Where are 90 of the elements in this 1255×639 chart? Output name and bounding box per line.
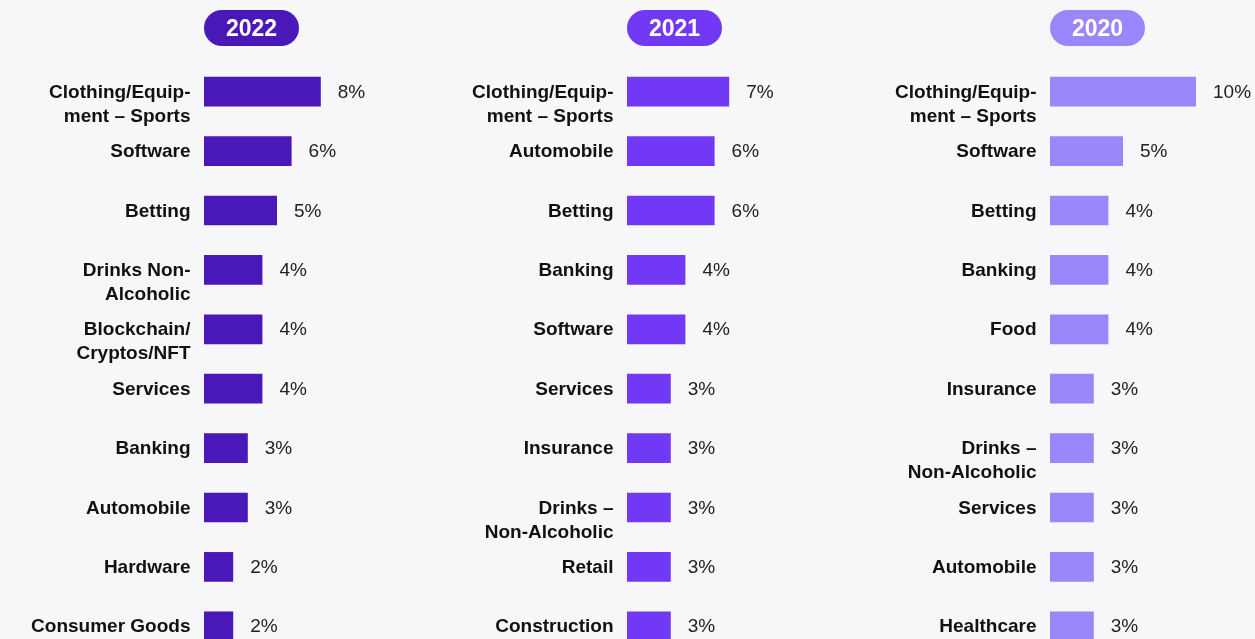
y-tick-label: Healthcare (939, 615, 1037, 637)
data-label: 3% (687, 615, 716, 637)
y-tick-label: Insurance (946, 377, 1037, 399)
y-tick-label: Drinks – Non-Alcoholic (907, 437, 1037, 483)
bar (1050, 433, 1094, 463)
y-tick-label: Insurance (523, 437, 614, 459)
bar (627, 552, 671, 582)
y-tick-label: Clothing/Equip- ment – Sports (472, 80, 614, 126)
y-tick-label: Software (533, 318, 614, 340)
bar (204, 195, 277, 226)
data-label: 3% (264, 437, 293, 459)
bar (627, 373, 671, 404)
data-label: 3% (264, 496, 293, 518)
bar (204, 373, 263, 404)
data-label: 6% (308, 140, 337, 162)
chart-title: 2022 (204, 10, 299, 46)
data-label: 3% (687, 555, 716, 577)
y-tick-label: Betting (125, 199, 191, 221)
bar (204, 255, 263, 285)
y-tick-label: Banking (961, 258, 1037, 280)
data-label: 3% (1110, 555, 1139, 577)
data-label: 3% (1110, 437, 1139, 459)
bar (1050, 76, 1196, 107)
y-tick-label: Clothing/Equip- ment – Sports (895, 80, 1037, 126)
data-label: 3% (687, 377, 716, 399)
y-tick-label: Automobile (932, 555, 1037, 577)
chart-title: 2020 (1050, 10, 1145, 46)
bar (1050, 314, 1109, 345)
y-tick-label: Blockchain/ Cryptos/NFT (76, 318, 192, 364)
data-label: 4% (702, 258, 730, 280)
data-label: 4% (279, 318, 307, 340)
bar (627, 492, 671, 523)
bar (1050, 552, 1094, 582)
y-tick-label: Automobile (86, 496, 191, 518)
bar (204, 136, 292, 166)
bar (627, 433, 671, 463)
bar (204, 314, 263, 345)
data-label: 4% (702, 318, 730, 340)
y-tick-label: Betting (548, 199, 614, 221)
bar (627, 136, 715, 166)
bar (1050, 136, 1123, 166)
y-tick-label: Automobile (509, 140, 614, 162)
bar (627, 195, 715, 226)
bar (627, 255, 686, 285)
bar (204, 492, 248, 523)
y-tick-label: Software (956, 140, 1037, 162)
y-tick-label: Services (112, 377, 191, 399)
y-tick-label: Banking (538, 258, 614, 280)
y-tick-label: Clothing/Equip- ment – Sports (49, 80, 191, 126)
bar (204, 433, 248, 463)
bar (1050, 195, 1109, 226)
bar (627, 314, 686, 345)
y-tick-label: Services (958, 496, 1037, 518)
bar (204, 76, 321, 107)
chart-title: 2021 (627, 10, 722, 46)
data-label: 4% (1125, 199, 1153, 221)
data-label: 3% (1110, 496, 1139, 518)
bar (1050, 492, 1094, 523)
data-label: 6% (731, 199, 760, 221)
data-label: 3% (1110, 615, 1139, 637)
data-label: 2% (250, 615, 278, 637)
y-tick-label: Software (110, 140, 191, 162)
y-tick-label: Banking (115, 437, 191, 459)
data-label: 8% (337, 80, 366, 102)
y-tick-label: Services (535, 377, 614, 399)
y-tick-label: Retail (561, 555, 614, 577)
bar (1050, 255, 1109, 285)
data-label: 5% (1140, 140, 1168, 162)
y-tick-label: Betting (971, 199, 1037, 221)
y-tick-label: Consumer Goods (31, 615, 191, 637)
data-label: 3% (1110, 377, 1139, 399)
data-label: 4% (279, 377, 307, 399)
y-tick-label: Food (990, 318, 1037, 340)
data-label: 4% (279, 258, 307, 280)
data-label: 6% (731, 140, 760, 162)
data-label: 10% (1213, 80, 1252, 102)
data-label: 3% (687, 437, 716, 459)
y-tick-label: Construction (495, 615, 614, 637)
data-label: 4% (1125, 318, 1153, 340)
y-tick-label: Drinks – Non-Alcoholic (484, 496, 614, 542)
data-label: 2% (250, 555, 278, 577)
bar (204, 552, 234, 582)
bar (627, 76, 730, 107)
y-tick-label: Hardware (103, 555, 191, 577)
y-tick-label: Drinks Non- Alcoholic (82, 258, 191, 304)
bar (1050, 373, 1094, 404)
data-label: 3% (687, 496, 716, 518)
data-label: 4% (1125, 258, 1153, 280)
data-label: 7% (746, 80, 774, 102)
data-label: 5% (294, 199, 322, 221)
